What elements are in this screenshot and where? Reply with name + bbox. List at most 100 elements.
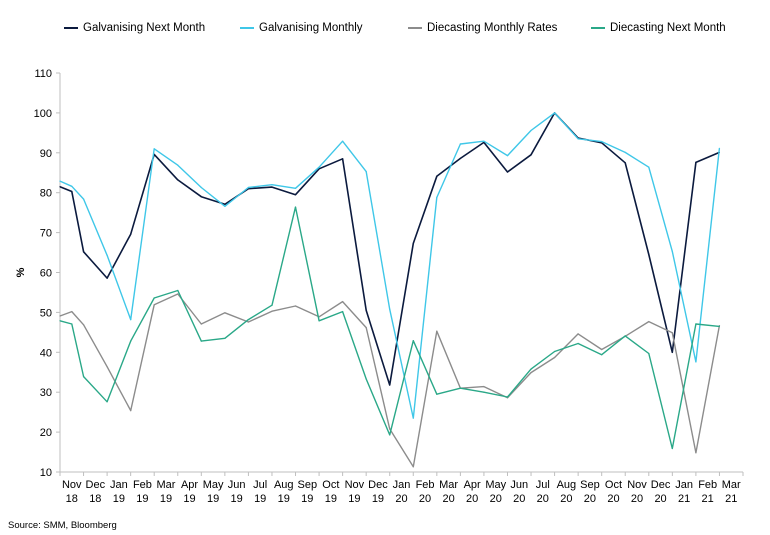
legend-swatch (64, 27, 78, 29)
data-point-galvanising-next-month (671, 351, 673, 353)
data-point-diecasting-next-month (177, 289, 179, 292)
data-point-galvanising-monthly (554, 112, 556, 114)
data-point-diecasting-monthly-rates (365, 327, 367, 329)
x-tick-label-year: 19 (207, 493, 219, 505)
x-tick-label-year: 21 (702, 493, 714, 505)
data-point-diecasting-monthly-rates (577, 333, 579, 335)
data-point-galvanising-monthly (624, 151, 626, 153)
data-point-galvanising-next-month (318, 168, 320, 170)
x-tick-label-year: 19 (348, 493, 360, 505)
data-point-diecasting-next-month (554, 350, 556, 353)
data-point-diecasting-next-month (200, 340, 202, 342)
data-point-galvanising-monthly (71, 185, 73, 187)
data-point-diecasting-next-month (271, 304, 273, 306)
data-point-galvanising-next-month (271, 186, 273, 188)
data-point-diecasting-next-month (671, 447, 673, 450)
data-point-galvanising-next-month (530, 154, 532, 156)
data-point-galvanising-monthly (506, 155, 509, 157)
x-tick-label-month: Mar (439, 479, 458, 491)
data-point-diecasting-next-month (577, 342, 579, 345)
legend-item-diecasting-next-month: Diecasting Next Month (591, 22, 726, 34)
data-point-diecasting-monthly-rates (483, 386, 485, 388)
data-point-diecasting-next-month (718, 325, 721, 327)
x-tick-label-year: 20 (466, 493, 478, 505)
data-point-diecasting-monthly-rates (436, 330, 438, 332)
legend-item-diecasting-monthly-rates: Diecasting Monthly Rates (408, 22, 557, 34)
x-tick-label-month: Aug (557, 479, 577, 491)
x-tick-label-year: 18 (89, 493, 101, 505)
data-point-galvanising-next-month (200, 196, 202, 198)
data-point-diecasting-monthly-rates (83, 324, 85, 326)
data-point-galvanising-monthly (177, 164, 179, 166)
y-tick-label: 40 (40, 347, 52, 359)
x-tick-label-year: 19 (254, 493, 266, 505)
x-tick-label-year: 19 (183, 493, 195, 505)
data-point-galvanising-monthly (224, 205, 226, 207)
x-tick-label-month: Nov (62, 479, 82, 491)
data-point-diecasting-next-month (530, 368, 532, 370)
x-tick-label-month: Apr (464, 479, 481, 491)
x-tick-label-year: 20 (537, 493, 549, 505)
x-tick-label-month: Oct (322, 479, 339, 491)
x-tick-label-year: 20 (631, 493, 643, 505)
x-tick-label-year: 19 (113, 493, 125, 505)
data-point-diecasting-monthly-rates (530, 372, 532, 374)
series-line-galvanising-monthly (59, 112, 721, 419)
data-point-galvanising-next-month (389, 384, 391, 386)
y-tick-label: 50 (40, 307, 52, 319)
data-point-galvanising-next-month (342, 158, 344, 160)
data-point-diecasting-next-month (130, 340, 132, 342)
x-tick-label-month: Feb (133, 479, 152, 491)
data-point-diecasting-next-month (506, 396, 509, 398)
x-tick-label-month: Sep (580, 479, 600, 491)
x-tick-label-year: 20 (395, 493, 407, 505)
x-tick-label-year: 20 (442, 493, 454, 505)
data-point-diecasting-next-month (106, 401, 108, 403)
data-point-galvanising-monthly (695, 361, 697, 363)
y-tick-label: 60 (40, 268, 52, 280)
data-point-diecasting-next-month (436, 393, 438, 395)
y-tick-label: 10 (40, 467, 52, 479)
data-point-diecasting-next-month (389, 434, 391, 436)
data-point-diecasting-next-month (247, 319, 249, 321)
data-point-diecasting-next-month (342, 311, 344, 313)
y-axis-title: % (15, 267, 27, 277)
y-tick-label: 110 (34, 68, 52, 80)
legend-label: Galvanising Monthly (259, 22, 363, 34)
data-point-diecasting-monthly-rates (671, 332, 673, 334)
data-point-diecasting-monthly-rates (389, 428, 391, 430)
data-point-galvanising-next-month (294, 194, 297, 196)
legend-label: Diecasting Monthly Rates (427, 22, 558, 34)
y-tick-label: 20 (40, 427, 52, 439)
data-point-galvanising-next-month (365, 309, 367, 311)
x-tick-label-year: 20 (560, 493, 572, 505)
x-tick-label-year: 18 (66, 493, 78, 505)
x-tick-label-month: Dec (368, 479, 388, 491)
data-point-diecasting-monthly-rates (59, 315, 61, 317)
x-tick-label-month: Nov (345, 479, 365, 491)
data-point-galvanising-next-month (506, 171, 509, 173)
x-tick-label-year: 19 (136, 493, 148, 505)
data-point-diecasting-monthly-rates (601, 348, 603, 351)
x-tick-label-year: 19 (301, 493, 313, 505)
y-tick-label: 90 (40, 148, 52, 160)
data-point-diecasting-monthly-rates (695, 452, 697, 454)
data-point-diecasting-monthly-rates (247, 321, 249, 323)
x-tick-label-year: 20 (513, 493, 525, 505)
x-tick-label-year: 20 (419, 493, 431, 505)
data-point-galvanising-next-month (106, 277, 108, 279)
data-point-galvanising-monthly (389, 308, 391, 310)
data-point-diecasting-monthly-rates (554, 356, 556, 359)
data-point-galvanising-monthly (342, 140, 344, 142)
data-point-galvanising-monthly (130, 319, 132, 321)
source-note: Source: SMM, Bloomberg (8, 520, 117, 531)
x-tick-label-month: Nov (627, 479, 647, 491)
x-tick-label-year: 19 (278, 493, 290, 505)
data-point-galvanising-next-month (695, 161, 697, 163)
data-point-diecasting-monthly-rates (412, 466, 414, 468)
data-point-galvanising-next-month (224, 203, 226, 205)
y-tick-label: 70 (40, 228, 52, 240)
legend-swatch (408, 27, 422, 29)
x-tick-label-year: 20 (654, 493, 666, 505)
x-tick-label-year: 20 (607, 493, 619, 505)
